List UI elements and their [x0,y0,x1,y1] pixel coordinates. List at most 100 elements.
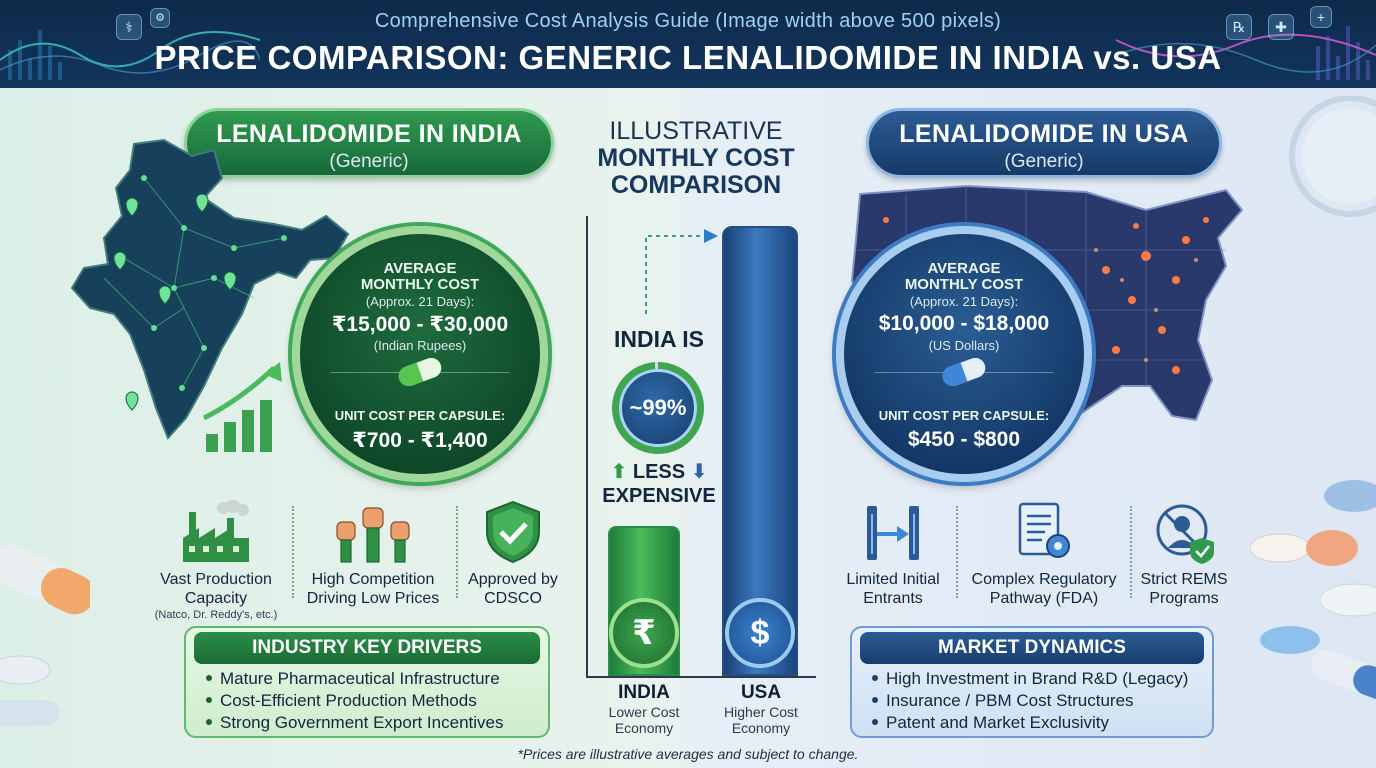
drivers-list: Mature Pharmaceutical Infrastructure Cos… [206,668,503,734]
expensive-text: EXPENSIVE [602,485,716,507]
feature-label: High Competition [311,571,435,588]
box-title: INDUSTRY KEY DRIVERS [194,632,540,664]
bar-sub: Economy [731,720,791,736]
feature-label: Driving Low Prices [306,590,440,607]
center-title-line1: ILLUSTRATIVE [609,117,783,145]
feature-cdsco-approved: Approved by CDSCO [460,500,566,608]
raised-fists-icon [336,507,410,563]
feature-label: Strict REMS [1140,571,1228,588]
list-item: High Investment in Brand R&D (Legacy) [872,668,1188,690]
usa-bar-label: USA Higher Cost Economy [702,682,820,736]
box-title: MARKET DYNAMICS [860,632,1204,664]
list-item: Strong Government Export Incentives [206,712,503,734]
list-item: Cost-Efficient Production Methods [206,690,503,712]
feature-label: Approved by [468,571,558,588]
less-expensive-label: ⬆ LESS ⬇ EXPENSIVE [594,460,724,508]
usa-monthly-cost-label: MONTHLY COST [904,276,1024,293]
feature-label: Limited Initial [846,571,940,588]
usa-title-badge: LENALIDOMIDE IN USA (Generic) [866,108,1222,178]
india-avg-label: AVERAGE [383,260,457,277]
feature-production-capacity: Vast Production Capacity (Natco, Dr. Red… [150,500,282,621]
arrow-down-icon: ⬇ [690,461,708,483]
feature-label: Complex Regulatory [971,571,1117,588]
capsule-icon [942,358,986,386]
capsule-icon [398,358,442,386]
feature-label: Capacity [184,590,248,607]
arrow-up-icon: ⬆ [610,461,628,483]
center-title-line2: MONTHLY COST [597,144,795,172]
heartbeat-wave-graphic [1116,26,1376,80]
chart-x-axis [586,676,816,678]
usa-unit-price: $450 - $800 [907,428,1021,451]
usa-title: LENALIDOMIDE IN USA [899,120,1189,148]
dashed-arrow [645,229,718,314]
bar-sub: Higher Cost [724,704,798,720]
list-item: Insurance / PBM Cost Structures [872,690,1188,712]
dynamics-list: High Investment in Brand R&D (Legacy) In… [872,668,1188,734]
bar-name: INDIA [618,682,670,703]
bar-name: USA [740,682,782,703]
feature-limited-entrants: Limited Initial Entrants [836,500,950,608]
center-title-line3: COMPARISON [610,171,782,199]
list-item: Patent and Market Exclusivity [872,712,1188,734]
bar-sub: Economy [614,720,674,736]
india-currency: (Indian Rupees) [373,338,467,353]
india-monthly-cost-label: MONTHLY COST [360,276,480,293]
page-title: PRICE COMPARISON: GENERIC LENALIDOMIDE I… [154,39,1222,76]
india-is-label: INDIA IS [614,326,704,352]
india-map [70,138,350,440]
less-text: LESS [632,461,686,483]
clock-decoration [1289,96,1376,217]
list-item: Mature Pharmaceutical Infrastructure [206,668,503,690]
divider [456,506,458,598]
regulatory-document-icon [1018,502,1070,558]
usa-avg-label: AVERAGE [927,260,1001,277]
divider [956,506,958,598]
india-title: LENALIDOMIDE IN INDIA [216,120,522,148]
factory-icon [183,500,249,562]
usa-unit-cost-label: UNIT COST PER CAPSULE: [878,408,1050,423]
dollar-coin-icon: $ [725,598,795,668]
industry-key-drivers-box: INDUSTRY KEY DRIVERS Mature Pharmaceutic… [184,626,550,738]
india-bar-label: INDIA Lower Cost Economy [586,682,702,736]
india-subtitle: (Generic) [329,151,409,172]
gate-barrier-icon [867,506,919,560]
divider [1130,506,1132,598]
usa-subtitle: (Generic) [1004,151,1084,172]
chart-y-axis [586,216,588,678]
doctor-icon: ⚕ [116,14,142,40]
india-approx-days: (Approx. 21 Days): [365,294,475,309]
header-banner: ⚕ ⚙ ℞ ✚ + Comprehensive Cost Analysis Gu… [0,0,1376,88]
heartbeat-wave-graphic [0,30,260,80]
footnote: *Prices are illustrative averages and su… [517,746,859,762]
usa-cost-circle: AVERAGE MONTHLY COST (Approx. 21 Days): … [836,226,1092,482]
capsule-decoration [0,544,90,615]
feature-label: Vast Production [160,571,272,588]
india-unit-price: ₹700 - ₹1,400 [352,429,488,452]
percent-savings-ring: ~99% [612,362,704,454]
feature-rems-programs: Strict REMS Programs [1134,500,1234,608]
restricted-person-icon [1156,504,1214,564]
plus-icon: + [1310,6,1332,28]
rupee-coin-icon: ₹ [609,598,679,668]
feature-label: Programs [1149,590,1219,607]
bar-sub: Lower Cost [608,704,680,720]
shield-check-icon [486,500,540,564]
india-monthly-price: ₹15,000 - ₹30,000 [331,313,509,336]
feature-note: (Natco, Dr. Reddy's, etc.) [154,609,278,621]
feature-label: Pathway (FDA) [989,590,1099,607]
feature-high-competition: High Competition Driving Low Prices [296,500,450,608]
india-title-badge: LENALIDOMIDE IN INDIA (Generic) [184,108,554,178]
percent-value: ~99% [619,369,697,447]
usa-monthly-price: $10,000 - $18,000 [878,312,1050,335]
divider [292,506,294,598]
feature-label: Entrants [863,590,923,607]
feature-label: CDSCO [484,590,542,607]
usa-currency: (US Dollars) [928,338,1000,353]
growth-chart-icon [202,362,282,452]
market-dynamics-box: MARKET DYNAMICS High Investment in Brand… [850,626,1214,738]
india-cost-circle: AVERAGE MONTHLY COST (Approx. 21 Days): … [292,226,548,482]
prescription-icon: ℞ [1226,14,1252,40]
center-title: ILLUSTRATIVE MONTHLY COST COMPARISON [586,118,806,199]
india-unit-cost-label: UNIT COST PER CAPSULE: [334,408,506,423]
